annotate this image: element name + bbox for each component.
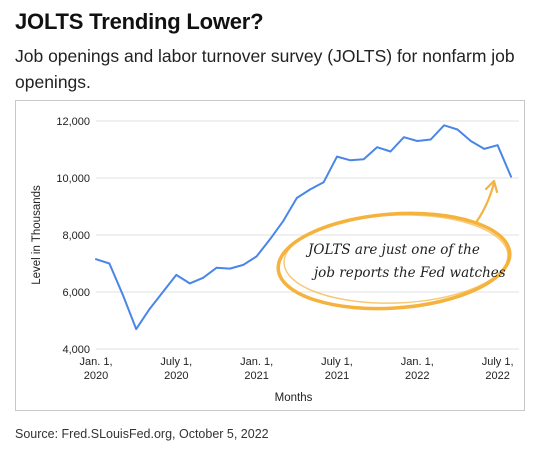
annotation-arrow [475,181,496,223]
data-point [95,258,97,260]
annotation-circle-stroke [283,214,509,304]
x-tick-label: July 1, 2021 [321,356,353,382]
data-point [389,150,392,153]
data-point [108,262,111,265]
data-point [122,294,124,296]
annotation: JOLTS are just one of the job reports th… [276,179,512,311]
annotation-circle [276,211,512,311]
data-point [322,181,325,184]
data-point [135,328,137,330]
annotation-arrowhead [484,179,499,194]
y-tick-label: 6,000 [62,287,90,299]
data-point [282,220,285,222]
y-tick-label: 10,000 [56,173,90,185]
data-point [229,267,231,270]
y-tick-label: 12,000 [56,116,90,128]
data-point [255,255,258,258]
data-point [362,158,365,160]
data-point [242,264,245,266]
data-point [483,148,486,150]
data-point [188,282,191,285]
x-tick-label: July 1, 2022 [482,356,514,382]
series-line [95,124,512,331]
data-point [416,140,419,142]
x-axis: Jan. 1, 2020 July 1, 2020 Jan. 1, 2021 July 1,… [79,356,513,382]
data-point [336,155,338,158]
data-point [349,159,352,162]
x-tick-label: July 1, 2020 [160,356,192,382]
data-point [215,267,218,269]
data-point [269,238,271,241]
y-tick-label: 8,000 [62,230,90,242]
series-line-group [95,124,512,331]
chart-subtitle: Job openings and labor turnover survey (… [15,46,515,92]
y-tick-label: 4,000 [62,344,90,356]
data-point [510,175,512,178]
x-tick-label: Jan. 1, 2020 [79,356,112,382]
data-point [162,291,164,293]
data-point [429,138,432,141]
data-point [470,140,472,142]
y-axis-title: Level in Thousands [31,185,43,285]
annotation-text-line-1: JOLTS are just one of the [305,242,480,258]
y-axis: 4,000 6,000 8,000 10,000 12,000 [56,116,90,356]
chart-title: JOLTS Trending Lower? [15,9,264,34]
data-point [403,136,405,138]
data-point [175,274,178,276]
data-point [296,197,298,199]
annotation-text-line-2: job reports the Fed watches [311,265,506,281]
chart-frame: 4,000 6,000 8,000 10,000 12,000 Jan. 1, 2020 J… [15,100,525,411]
x-tick-label: Jan. 1, 2022 [401,356,434,382]
data-point [443,124,445,127]
data-point [456,128,459,131]
data-point [309,188,312,191]
source-note: Source: Fred.SLouisFed.org, October 5, 2… [15,427,269,441]
data-point [376,146,378,148]
x-axis-title: Months [275,392,313,404]
data-point [202,277,204,279]
data-point [496,144,499,146]
x-tick-label: Jan. 1, 2021 [240,356,273,382]
data-point [148,308,151,310]
